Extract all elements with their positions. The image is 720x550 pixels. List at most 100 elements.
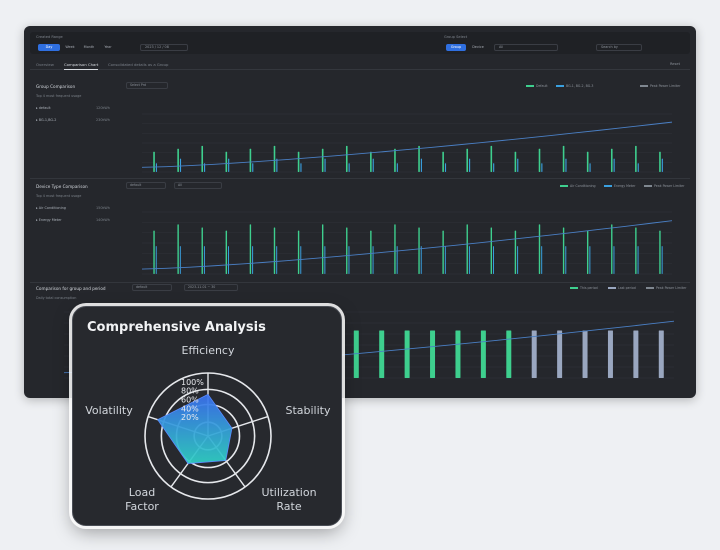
- axis-label-efficiency: Efficiency: [168, 344, 248, 358]
- tab-overview[interactable]: Overview: [36, 62, 54, 67]
- tab-comparison-chart[interactable]: Comparison Chart: [64, 62, 99, 70]
- bar: [372, 246, 374, 274]
- section-select[interactable]: Select Prd: [126, 82, 168, 89]
- bar: [348, 246, 350, 274]
- bar: [225, 151, 228, 172]
- bar: [370, 230, 372, 274]
- bar: [490, 227, 493, 274]
- legend-swatch: [604, 185, 612, 187]
- bar: [466, 148, 469, 172]
- bar: [493, 163, 495, 172]
- legend-label: Peak Power Limiter: [654, 184, 685, 188]
- legend-label: Last period: [618, 286, 636, 290]
- bar: [607, 330, 613, 378]
- legend-peak: Peak Power Limiter: [640, 84, 680, 88]
- bar: [469, 158, 471, 172]
- bar: [658, 330, 664, 378]
- bar: [562, 145, 565, 172]
- legend-label: Peak Power Limiter: [656, 286, 687, 290]
- device-value: 120kWh: [96, 106, 110, 110]
- bar: [297, 151, 300, 172]
- device-name: default: [38, 106, 51, 110]
- bar: [480, 330, 486, 378]
- bar: [297, 230, 300, 274]
- device-value: 150kWh: [96, 206, 110, 210]
- group-comparison-chart: [141, 113, 673, 173]
- bar: [420, 246, 422, 274]
- bar: [379, 330, 385, 378]
- filter-week-button[interactable]: Week: [65, 45, 75, 49]
- axis-label-utilization-rate: Utilization Rate: [249, 486, 329, 514]
- bar: [346, 227, 348, 274]
- bar: [179, 158, 182, 172]
- tab-consolidated[interactable]: Consolidated details as a Group: [108, 62, 169, 67]
- popup-title: Comprehensive Analysis: [87, 320, 266, 335]
- bar: [557, 330, 563, 378]
- filter-day-button[interactable]: Day: [38, 44, 60, 51]
- section-title: Device Type Comparison: [36, 184, 88, 189]
- device-row[interactable]: ▸ Energy Meter 140kWh: [36, 218, 110, 222]
- bar: [204, 163, 206, 172]
- axis-label-line: Load: [128, 486, 156, 499]
- filter-date-input[interactable]: 2023 / 12 / 08: [140, 44, 188, 51]
- reset-link[interactable]: Reset: [669, 62, 680, 66]
- bar: [418, 145, 420, 172]
- legend-label: Air Conditioning: [570, 184, 596, 188]
- legend-label: Energy Meter: [614, 184, 636, 188]
- bar: [430, 330, 436, 378]
- radar-area: [157, 393, 233, 464]
- legend-this-period: This period: [570, 286, 598, 290]
- bar: [538, 148, 541, 172]
- section-select-2[interactable]: All: [174, 182, 222, 189]
- bar: [589, 163, 591, 172]
- filter-device-button[interactable]: Device: [472, 45, 484, 49]
- section-select[interactable]: default: [126, 182, 166, 189]
- legend-swatch: [608, 287, 616, 289]
- bar: [418, 227, 420, 274]
- filter-search-input[interactable]: Search by: [596, 44, 642, 51]
- bar: [228, 246, 229, 274]
- device-row[interactable]: ▸ BG-1,BG-2 230kWh: [36, 118, 110, 122]
- bar: [249, 148, 252, 172]
- bar: [490, 145, 493, 172]
- section-select[interactable]: default: [132, 284, 172, 291]
- filter-year-button[interactable]: Year: [104, 45, 112, 49]
- bar: [586, 230, 589, 274]
- bar: [562, 227, 565, 274]
- device-name: Energy Meter: [38, 218, 62, 222]
- bar: [252, 246, 254, 274]
- ring-label: 100%: [181, 378, 204, 387]
- filter-month-button[interactable]: Month: [83, 45, 95, 49]
- bar: [300, 246, 302, 274]
- section-subtitle: Top 4 most frequent usage: [36, 94, 82, 98]
- bar: [466, 224, 468, 274]
- device-row[interactable]: ▸ default 120kWh: [36, 106, 110, 110]
- bar: [517, 246, 519, 274]
- bar: [420, 158, 422, 172]
- ring-label: 20%: [181, 413, 199, 422]
- bar: [514, 151, 517, 172]
- bar: [586, 151, 589, 172]
- legend-peak: Peak Power Limiter: [644, 184, 684, 188]
- bar: [394, 148, 396, 172]
- bar: [321, 148, 324, 172]
- bar: [517, 158, 519, 172]
- device-value: 230kWh: [96, 118, 110, 122]
- legend-swatch: [556, 85, 564, 87]
- bar: [659, 151, 661, 172]
- bar: [506, 330, 512, 378]
- filter-group-select[interactable]: All: [494, 44, 558, 51]
- group-comparison-section: Group Comparison Select Prd Top 4 most f…: [30, 82, 690, 182]
- filter-group-button[interactable]: Group: [446, 44, 466, 51]
- bar: [493, 246, 494, 274]
- bar: [273, 145, 276, 172]
- bar: [538, 224, 541, 274]
- bar: [637, 246, 639, 274]
- bar: [611, 224, 613, 274]
- legend-swatch: [526, 85, 534, 87]
- axis-label-line: Utilization: [261, 486, 317, 499]
- bar: [372, 158, 374, 172]
- section-select-2[interactable]: 2023-11-01 ~ 30: [184, 284, 238, 291]
- bar: [633, 330, 639, 378]
- device-row[interactable]: ▸ Air Conditioning 150kWh: [36, 206, 110, 210]
